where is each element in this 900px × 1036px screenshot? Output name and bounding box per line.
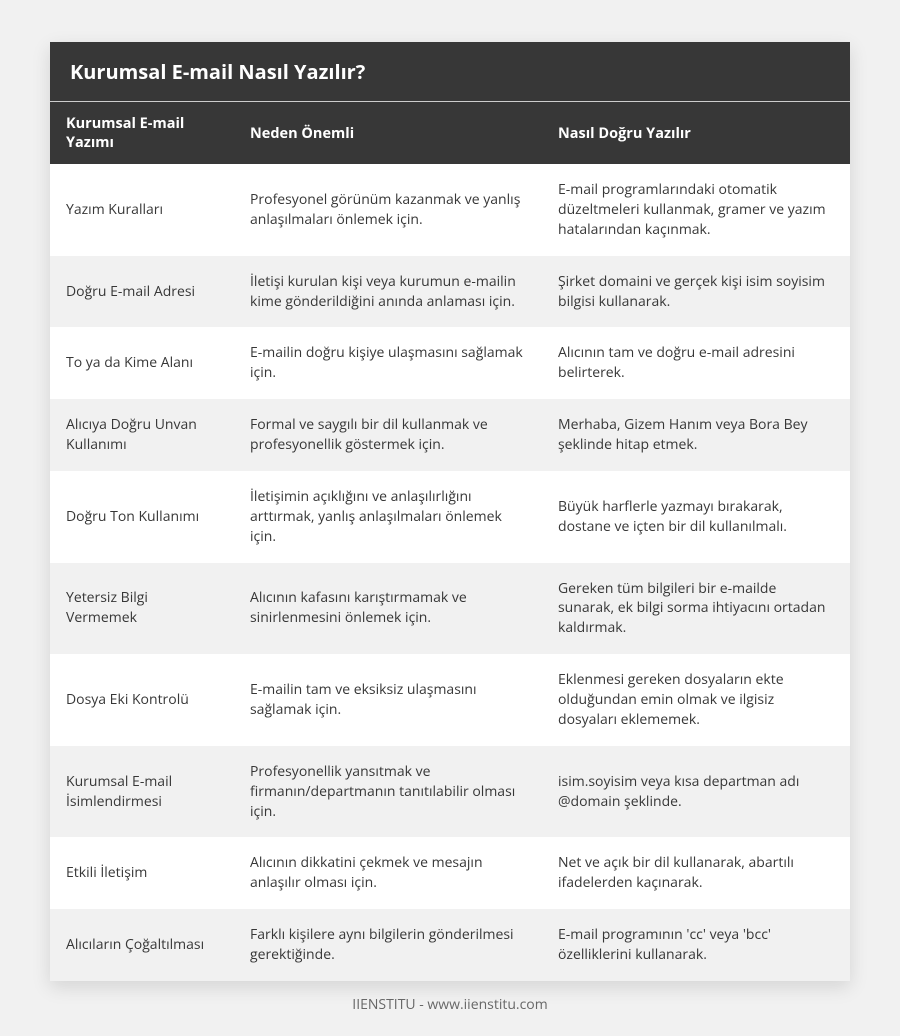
- cell: Yazım Kuralları: [50, 164, 234, 256]
- cell: Eklenmesi gereken dosyaların ekte olduğu…: [542, 654, 850, 746]
- cell: Yetersiz Bilgi Vermemek: [50, 563, 234, 655]
- cell: Doğru E-mail Adresi: [50, 256, 234, 328]
- cell: Büyük harflerle yazmayı bırakarak, dosta…: [542, 471, 850, 563]
- email-guide-table: Kurumsal E-mail Nasıl Yazılır? Kurumsal …: [50, 42, 850, 981]
- cell: E-mail programlarındaki otomatik düzeltm…: [542, 164, 850, 256]
- col-header-1: Neden Önemli: [234, 102, 542, 165]
- cell: Alıcının dikkatini çekmek ve mesajın anl…: [234, 837, 542, 909]
- cell: Alıcının kafasını karıştırmamak ve sinir…: [234, 563, 542, 655]
- cell: Doğru Ton Kullanımı: [50, 471, 234, 563]
- cell: Etkili İletişim: [50, 837, 234, 909]
- title-row: Kurumsal E-mail Nasıl Yazılır?: [50, 42, 850, 102]
- table-row: Alıcıya Doğru Unvan Kullanımı Formal ve …: [50, 399, 850, 471]
- cell: Net ve açık bir dil kullanarak, abartılı…: [542, 837, 850, 909]
- cell: E-mail programının 'cc' veya 'bcc' özell…: [542, 909, 850, 981]
- cell: Formal ve saygılı bir dil kullanmak ve p…: [234, 399, 542, 471]
- col-header-2: Nasıl Doğru Yazılır: [542, 102, 850, 165]
- cell: Kurumsal E-mail İsimlendirmesi: [50, 746, 234, 838]
- table-card: Kurumsal E-mail Nasıl Yazılır? Kurumsal …: [50, 42, 850, 981]
- table-title: Kurumsal E-mail Nasıl Yazılır?: [50, 42, 850, 102]
- cell: E-mailin tam ve eksiksiz ulaşmasını sağl…: [234, 654, 542, 746]
- cell: Alıcıların Çoğaltılması: [50, 909, 234, 981]
- table-row: Doğru E-mail Adresi İletişi kurulan kişi…: [50, 256, 850, 328]
- cell: Şirket domaini ve gerçek kişi isim soyis…: [542, 256, 850, 328]
- cell: Alıcıya Doğru Unvan Kullanımı: [50, 399, 234, 471]
- cell: İletişimin açıklığını ve anlaşılırlığını…: [234, 471, 542, 563]
- cell: Profesyonel görünüm kazanmak ve yanlış a…: [234, 164, 542, 256]
- table-row: Doğru Ton Kullanımı İletişimin açıklığın…: [50, 471, 850, 563]
- cell: Farklı kişilere aynı bilgilerin gönderil…: [234, 909, 542, 981]
- footer-text: IIENSTITU - www.iienstitu.com: [50, 981, 850, 1014]
- cell: Alıcının tam ve doğru e-mail adresini be…: [542, 327, 850, 399]
- cell: To ya da Kime Alanı: [50, 327, 234, 399]
- col-header-0: Kurumsal E-mail Yazımı: [50, 102, 234, 165]
- table-body: Yazım Kuralları Profesyonel görünüm kaza…: [50, 164, 850, 981]
- cell: Merhaba, Gizem Hanım veya Bora Bey şekli…: [542, 399, 850, 471]
- table-row: Etkili İletişim Alıcının dikkatini çekme…: [50, 837, 850, 909]
- cell: E-mailin doğru kişiye ulaşmasını sağlama…: [234, 327, 542, 399]
- table-row: Kurumsal E-mail İsimlendirmesi Profesyon…: [50, 746, 850, 838]
- cell: Profesyonellik yansıtmak ve firmanın/dep…: [234, 746, 542, 838]
- header-row: Kurumsal E-mail Yazımı Neden Önemli Nası…: [50, 102, 850, 165]
- table-row: Dosya Eki Kontrolü E-mailin tam ve eksik…: [50, 654, 850, 746]
- cell: isim.soyisim veya kısa departman adı @do…: [542, 746, 850, 838]
- table-row: Alıcıların Çoğaltılması Farklı kişilere …: [50, 909, 850, 981]
- table-row: Yetersiz Bilgi Vermemek Alıcının kafasın…: [50, 563, 850, 655]
- cell: Dosya Eki Kontrolü: [50, 654, 234, 746]
- cell: İletişi kurulan kişi veya kurumun e-mail…: [234, 256, 542, 328]
- table-row: To ya da Kime Alanı E-mailin doğru kişiy…: [50, 327, 850, 399]
- table-row: Yazım Kuralları Profesyonel görünüm kaza…: [50, 164, 850, 256]
- cell: Gereken tüm bilgileri bir e-mailde sunar…: [542, 563, 850, 655]
